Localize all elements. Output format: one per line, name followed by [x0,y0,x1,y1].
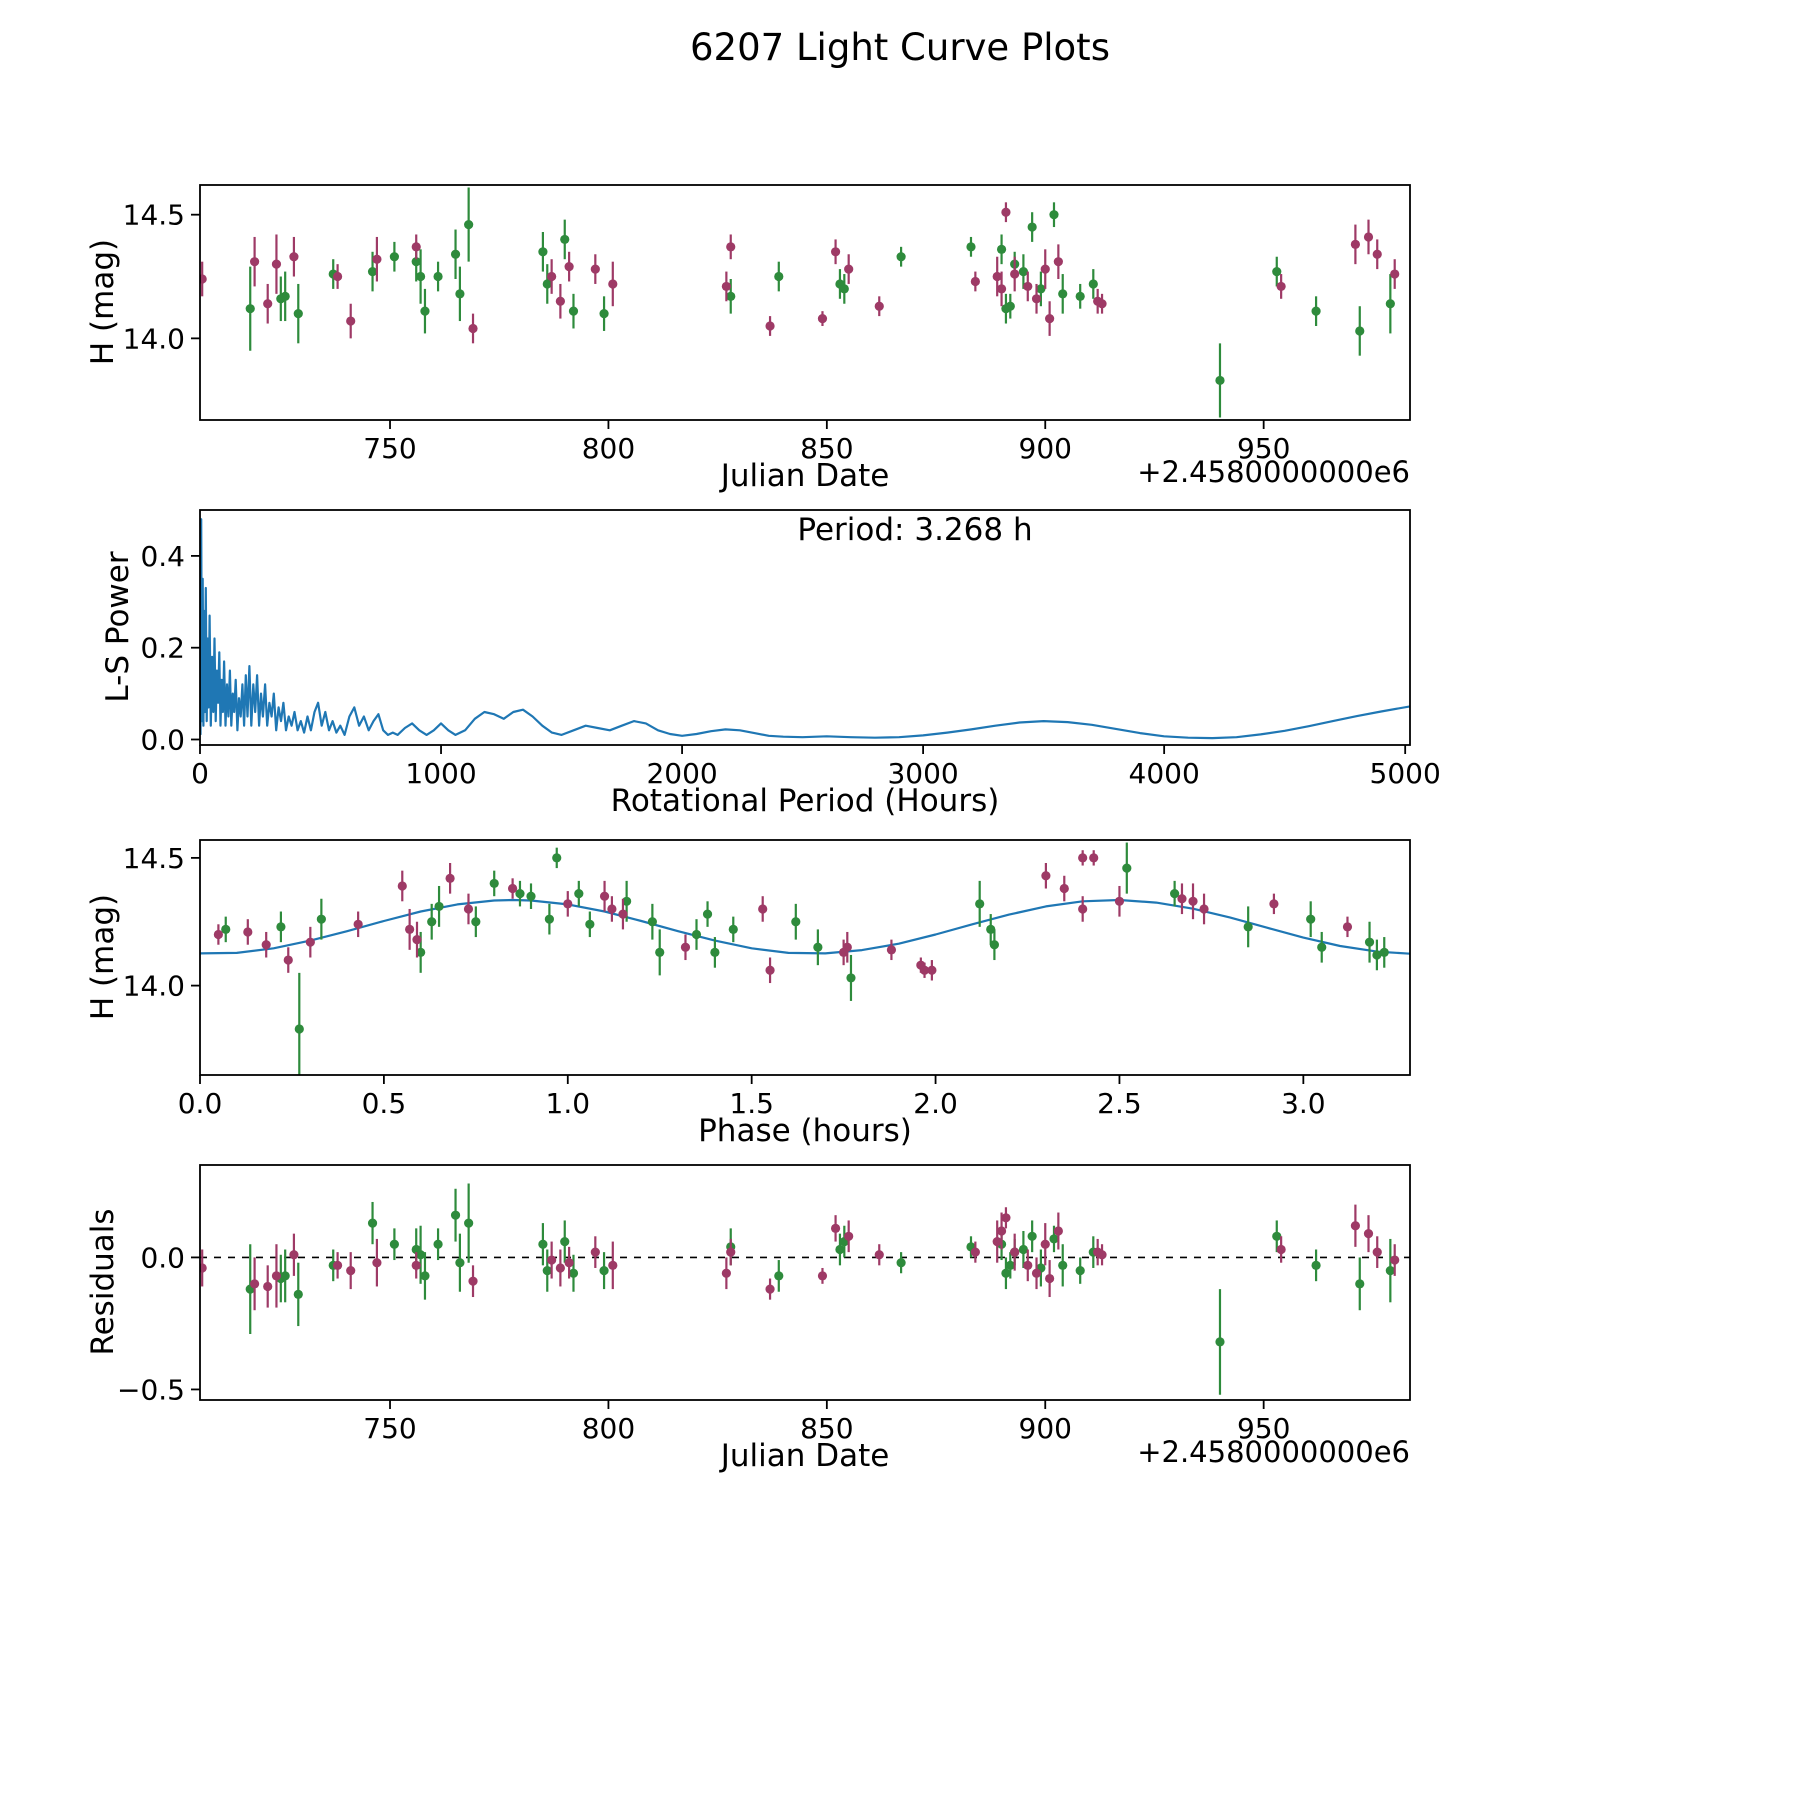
x-tick-label: 0.0 [178,1087,223,1120]
x-tick-label: 2.5 [1097,1087,1142,1120]
axes-frame [199,509,1411,746]
plot2-x-axis-label: Rotational Period (Hours) [610,783,1000,819]
x-tick-label: 950 [1237,1412,1290,1445]
x-tick-label: 0.5 [362,1087,407,1120]
dataset-purple-points [213,850,1353,984]
axes-frame [199,1164,1411,1401]
x-tick-label: 0 [191,757,209,790]
axes-frame [199,184,1411,421]
x-tick-label: 1.5 [729,1087,774,1120]
plot4-y-axis-label: Residuals [85,1208,121,1356]
x-tick-label: 1000 [405,757,476,790]
x-tick-label: 800 [582,432,635,465]
model-fit-line [200,898,1410,955]
y-tick-label: 14.0 [123,322,185,355]
chart-residuals-vs-julian-date: 750 800 850 900 950 −0.5 0.0 [117,1164,1411,1445]
plot1-y-axis-label: H (mag) [85,238,121,366]
plot4-x-axis-offset: +2.4580000000e6 [1137,1435,1410,1469]
dataset-green-points [245,1183,1395,1395]
dataset-green-points [221,842,1389,1075]
x-tick-label: 1.0 [546,1087,591,1120]
dataset-green-points [245,187,1395,418]
dataset-purple-points [200,202,1400,344]
x-tick-label: 3000 [887,757,958,790]
dataset-purple-points [200,1204,1400,1311]
chart-light-curve-vs-julian-date: 750 800 850 900 950 14.0 14.5 [123,184,1411,465]
power-spectrum-line [200,518,1410,740]
x-tick-label: 850 [800,432,853,465]
x-tick-label: 950 [1237,432,1290,465]
x-tick-label: 750 [363,1412,416,1445]
y-tick-label: 0.0 [140,723,185,756]
plot3-y-axis-label: H (mag) [85,893,121,1021]
plot3-x-axis-label: Phase (hours) [698,1113,912,1149]
y-tick-label: 14.0 [123,970,185,1003]
x-tick-label: 5000 [1370,757,1441,790]
x-tick-label: 900 [1019,432,1072,465]
x-tick-label: 900 [1019,1412,1072,1445]
x-tick-label: 850 [800,1412,853,1445]
y-tick-label: 0.4 [140,540,185,573]
x-tick-label: 800 [582,1412,635,1445]
plot4-x-axis-label: Julian Date [720,1438,890,1474]
plot1-x-axis-offset: +2.4580000000e6 [1137,455,1410,489]
plot1-x-axis-label: Julian Date [720,458,890,494]
x-tick-label: 2.0 [913,1087,958,1120]
y-tick-label: 14.5 [123,842,185,875]
y-tick-label: 0.0 [140,1241,185,1274]
figure-title: 6207 Light Curve Plots [690,26,1110,69]
axes-frame [199,839,1411,1076]
x-tick-label: 2000 [646,757,717,790]
chart-lomb-scargle-periodogram: 0 1000 2000 3000 4000 5000 0.0 0.2 0.4 [140,509,1441,790]
x-tick-label: 750 [363,432,416,465]
y-tick-label: 0.2 [140,632,185,665]
y-tick-label: 14.5 [123,199,185,232]
x-tick-label: 3.0 [1281,1087,1326,1120]
plot2-y-axis-label: L-S Power [100,551,136,703]
chart-phase-folded-light-curve: 0.0 0.5 1.0 1.5 2.0 2.5 3.0 14.0 14.5 [123,839,1411,1120]
y-tick-label: −0.5 [117,1373,185,1406]
period-annotation: Period: 3.268 h [797,512,1033,548]
x-tick-label: 4000 [1129,757,1200,790]
